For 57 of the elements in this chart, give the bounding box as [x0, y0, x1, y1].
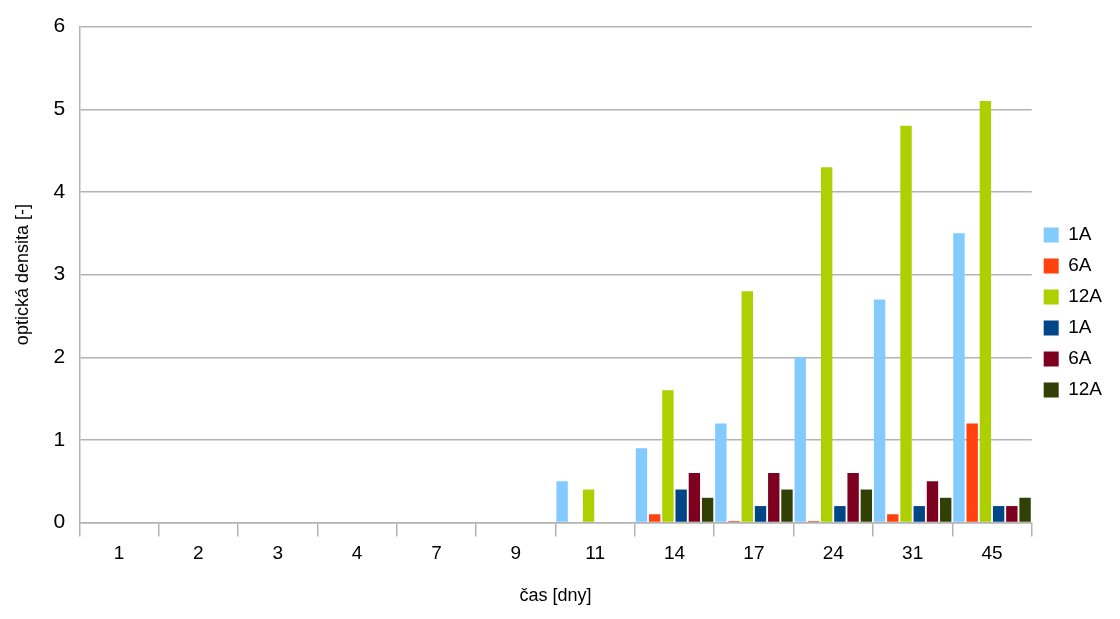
bar: [701, 497, 714, 522]
legend-label: 6A: [1068, 347, 1092, 369]
bar: [873, 299, 886, 522]
bar: [582, 489, 595, 522]
bar: [754, 506, 767, 522]
bar: [953, 233, 965, 522]
legend-label: 12A: [1068, 285, 1103, 307]
x-tick-label: 1: [113, 542, 125, 564]
x-tick-label: 2: [193, 542, 204, 564]
bar: [913, 506, 925, 522]
bar: [834, 506, 846, 522]
x-tick-label: 4: [351, 542, 363, 564]
x-tick-label: 24: [822, 542, 845, 564]
y-axis-title: optická densita [-]: [11, 204, 32, 346]
x-tick-label: 9: [510, 542, 522, 564]
y-tick-label: 2: [53, 344, 66, 368]
y-tick-label: 4: [53, 178, 66, 202]
bar: [768, 473, 780, 522]
bar: [675, 489, 687, 522]
bar: [966, 423, 978, 522]
bar: [635, 448, 648, 522]
x-tick-label: 14: [663, 542, 686, 564]
y-tick-label: 0: [53, 509, 66, 533]
bar: [887, 514, 899, 522]
y-tick-label: 6: [53, 13, 66, 37]
bar: [781, 489, 793, 522]
bar: [940, 497, 952, 522]
bar: [992, 506, 1005, 522]
bar: [649, 514, 661, 522]
bar: [1019, 497, 1031, 522]
x-tick-label: 31: [902, 542, 924, 564]
y-tick-label: 3: [53, 261, 66, 285]
bar: [741, 291, 753, 522]
bar: [860, 489, 873, 522]
x-tick-label: 3: [272, 542, 283, 564]
legend-label: 1A: [1068, 316, 1092, 338]
x-axis-title: čas [dny]: [519, 585, 592, 606]
x-tick-label: 17: [743, 542, 765, 564]
x-tick-label: 45: [981, 542, 1003, 564]
bar: [662, 390, 674, 522]
bar: [979, 101, 992, 522]
legend-label: 6A: [1068, 254, 1092, 276]
x-tick-label: 11: [585, 542, 606, 564]
bar: [1006, 506, 1018, 522]
bar: [926, 481, 939, 522]
bar: [847, 473, 859, 522]
y-tick-label: 5: [53, 96, 66, 120]
bar: [900, 125, 912, 522]
legend-label: 1A: [1068, 223, 1092, 245]
x-tick-label: 7: [431, 542, 442, 564]
legend-label: 12A: [1068, 378, 1103, 400]
bar: [794, 357, 806, 522]
bar: [820, 167, 833, 522]
y-tick-label: 1: [53, 426, 66, 450]
bar: [715, 423, 727, 522]
bar: [556, 481, 568, 522]
bar: [688, 473, 701, 522]
